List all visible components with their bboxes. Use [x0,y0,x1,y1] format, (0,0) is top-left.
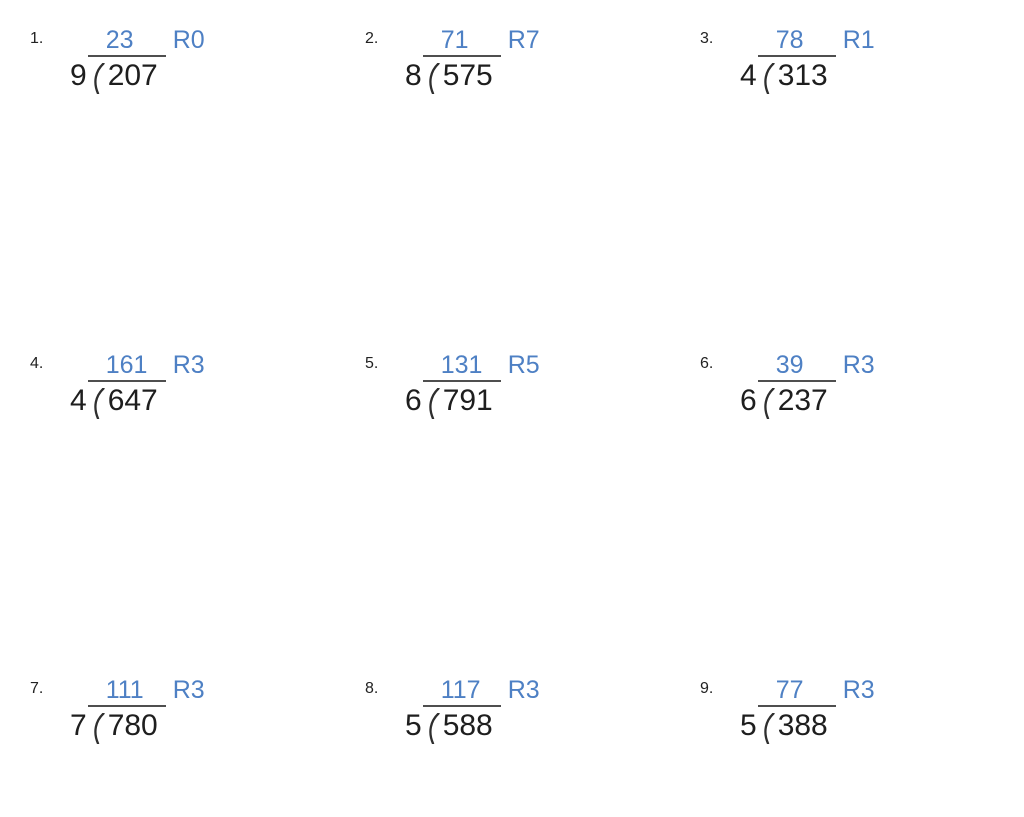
division-paren-icon [763,713,775,744]
division-paren-icon [763,63,775,94]
answer-line: 77 R3 [757,676,875,707]
divisor-value: 4 [740,59,757,92]
long-division-work: 161 R3 4 647 [70,351,205,419]
dividend-value: 388 [777,709,828,742]
division-problem-6: 6. 39 R3 6 237 [700,347,1024,672]
division-bracket: 588 [423,707,501,744]
long-division-work: 131 R5 6 791 [405,351,540,419]
remainder-value: R1 [842,26,875,54]
dividend-value: 791 [442,384,493,417]
division-paren-icon [93,63,105,94]
answer-line: 39 R3 [757,351,875,382]
remainder-value: R0 [172,26,205,54]
dividend-value: 313 [777,59,828,92]
long-division-work: 117 R3 5 588 [405,676,540,744]
division-bracket: 237 [758,382,836,419]
answer-line: 117 R3 [422,676,540,707]
remainder-value: R3 [842,676,875,704]
long-division-work: 23 R0 9 207 [70,26,205,94]
quotient-value: 117 [440,676,481,704]
problem-number: 8. [365,680,379,697]
problem-number: 2. [365,30,379,47]
division-paren-icon [428,713,440,744]
answer-line: 78 R1 [757,26,875,57]
quotient-value: 161 [105,351,148,379]
dividend-value: 588 [442,709,493,742]
problem-number: 6. [700,355,714,372]
quotient-value: 111 [105,676,144,704]
quotient-value: 78 [775,26,804,54]
divisor-value: 6 [405,384,422,417]
long-division-work: 77 R3 5 388 [740,676,875,744]
remainder-value: R3 [507,676,540,704]
division-paren-icon [93,388,105,419]
divisor-value: 7 [70,709,87,742]
problem-number: 7. [30,680,44,697]
dividend-value: 207 [107,59,158,92]
problem-number: 3. [700,30,714,47]
answer-line: 23 R0 [87,26,205,57]
division-problem-5: 5. 131 R5 6 791 [365,347,700,672]
remainder-value: R5 [507,351,540,379]
quotient-value: 39 [775,351,804,379]
dividend-value: 237 [777,384,828,417]
divisor-value: 5 [740,709,757,742]
division-bracket: 647 [88,382,166,419]
division-problem-2: 2. 71 R7 8 575 [365,22,700,347]
division-paren-icon [428,63,440,94]
division-paren-icon [93,713,105,744]
division-problem-1: 1. 23 R0 9 207 [30,22,365,347]
quotient-value: 131 [440,351,483,379]
problem-number: 5. [365,355,379,372]
remainder-value: R3 [842,351,875,379]
divisor-value: 6 [740,384,757,417]
divisor-value: 9 [70,59,87,92]
division-problem-4: 4. 161 R3 4 647 [30,347,365,672]
division-problem-8: 8. 117 R3 5 588 [365,672,700,817]
quotient-value: 77 [775,676,804,704]
answer-line: 161 R3 [87,351,205,382]
answer-line: 111 R3 [87,676,205,707]
quotient-value: 71 [440,26,469,54]
dividend-value: 575 [442,59,493,92]
division-bracket: 780 [88,707,166,744]
division-bracket: 207 [88,57,166,94]
long-division-work: 111 R3 7 780 [70,676,205,744]
divisor-value: 4 [70,384,87,417]
division-paren-icon [428,388,440,419]
division-paren-icon [763,388,775,419]
division-problem-9: 9. 77 R3 5 388 [700,672,1024,817]
division-problem-7: 7. 111 R3 7 780 [30,672,365,817]
dividend-value: 647 [107,384,158,417]
division-bracket: 388 [758,707,836,744]
problem-number: 4. [30,355,44,372]
remainder-value: R3 [172,676,205,704]
problem-number: 9. [700,680,714,697]
long-division-work: 39 R3 6 237 [740,351,875,419]
quotient-value: 23 [105,26,134,54]
division-bracket: 791 [423,382,501,419]
remainder-value: R7 [507,26,540,54]
divisor-value: 8 [405,59,422,92]
answer-line: 131 R5 [422,351,540,382]
dividend-value: 780 [107,709,158,742]
division-problem-3: 3. 78 R1 4 313 [700,22,1024,347]
division-bracket: 575 [423,57,501,94]
answer-line: 71 R7 [422,26,540,57]
remainder-value: R3 [172,351,205,379]
long-division-work: 78 R1 4 313 [740,26,875,94]
division-bracket: 313 [758,57,836,94]
divisor-value: 5 [405,709,422,742]
problem-number: 1. [30,30,44,47]
long-division-work: 71 R7 8 575 [405,26,540,94]
